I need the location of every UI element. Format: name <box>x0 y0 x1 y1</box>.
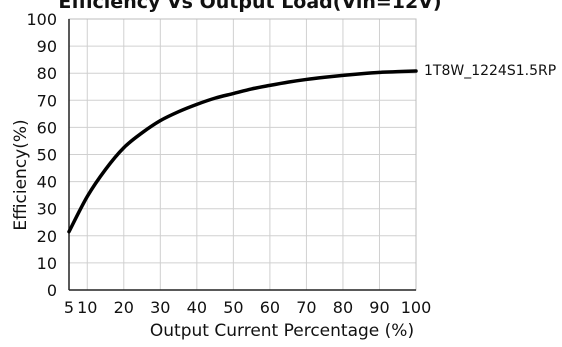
y-axis-label: Efficiency(%) <box>11 119 31 230</box>
x-tick-label: 30 <box>150 298 170 317</box>
grid <box>69 18 417 290</box>
x-tick-label: 100 <box>401 298 432 317</box>
x-tick-label: 40 <box>187 298 207 317</box>
labels: Efficiency Vs Output Load(Vin=12V) Outpu… <box>11 0 442 341</box>
y-tick-label: 70 <box>37 91 57 110</box>
y-tick-label: 40 <box>37 173 57 192</box>
y-tick-label: 10 <box>37 254 57 273</box>
series-line <box>67 69 418 234</box>
y-tick-label: 100 <box>26 10 57 29</box>
x-tick-label: 5 <box>64 298 74 317</box>
x-tick-label: 90 <box>369 298 389 317</box>
y-tick-label: 60 <box>37 118 57 137</box>
y-tick-label: 80 <box>37 64 57 83</box>
x-tick-label: 10 <box>77 298 97 317</box>
x-tick-label: 50 <box>223 298 243 317</box>
series: 1T8W_1224S1.5RP <box>67 63 556 234</box>
y-tick-label: 20 <box>37 227 57 246</box>
series-label: 1T8W_1224S1.5RP <box>424 63 556 79</box>
x-tick-label: 80 <box>333 298 353 317</box>
x-axis-label: Output Current Percentage (%) <box>150 321 414 341</box>
y-tick-label: 90 <box>37 37 57 56</box>
x-tick-label: 70 <box>296 298 316 317</box>
x-tick-label: 60 <box>260 298 280 317</box>
x-tick-label: 20 <box>114 298 134 317</box>
y-tick-label: 30 <box>37 200 57 219</box>
y-tick-label: 0 <box>47 281 57 300</box>
chart-title: Efficiency Vs Output Load(Vin=12V) <box>58 0 441 13</box>
y-tick-label: 50 <box>37 146 57 165</box>
